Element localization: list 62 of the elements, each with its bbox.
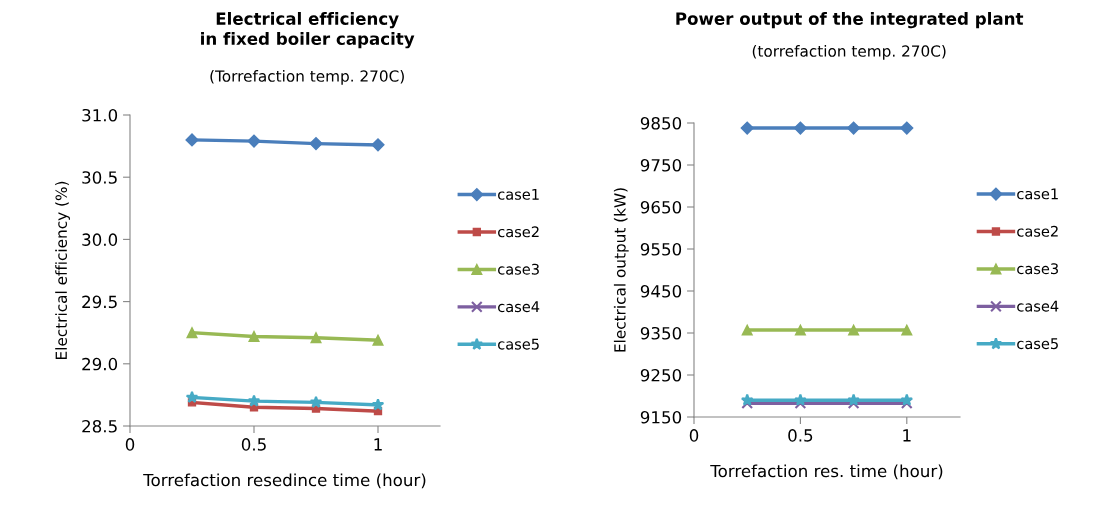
y-tick-label: 9550 [640,242,682,256]
legend-label: case1 [1017,188,1058,200]
x-axis-title: Torrefaction res. time (hour) [710,464,943,480]
point [793,121,807,135]
point [185,390,199,403]
point [740,393,754,406]
y-tick-label: 29.0 [82,357,118,371]
point [309,395,323,408]
point [794,324,806,336]
chart-subtitle: (Torrefaction temp. 270C) [210,70,404,85]
point [900,393,914,406]
point [186,327,198,339]
legend-label: case2 [1017,225,1058,237]
x-tick-label: 1 [903,429,911,442]
x-tick-label: 0 [125,438,135,451]
x-tick-label: 0.5 [241,438,266,451]
point [740,121,754,135]
legend-label: case3 [498,263,539,275]
point [247,394,261,407]
legend-label: case1 [498,189,539,200]
y-tick-label: 9450 [640,284,682,298]
point [372,334,384,346]
y-axis-title: Electrical efficiency (%) [55,181,70,359]
x-tick-label: 0.5 [788,429,813,442]
legend-label: case5 [1017,338,1058,350]
point [901,324,913,336]
y-tick-label: 9250 [640,368,682,382]
y-tick-label: 9150 [640,410,682,424]
point [794,393,807,406]
y-tick-label: 9650 [640,200,682,214]
y-tick-label: 9750 [640,158,682,172]
point [247,134,261,148]
legend-label: case3 [1017,263,1058,275]
point [309,137,323,151]
point [310,332,322,344]
point [371,398,385,411]
chart-title: Electrical efficiency in fixed boiler capacity [201,12,415,49]
point [848,324,860,336]
chart-title: Power output of the integrated plant [676,12,1024,29]
legend-label: case5 [498,338,539,350]
point [371,138,385,152]
legend-label: case2 [498,226,539,238]
legend-label: case4 [1017,300,1059,312]
point [900,121,914,135]
point [847,121,861,135]
y-axis-title: Electrical output (kW) [613,188,629,352]
legend-label: case4 [498,301,540,313]
y-tick-label: 9850 [640,116,682,130]
point [185,133,199,147]
point [741,324,753,336]
x-tick-label: 0 [689,429,699,442]
x-axis-title: Torrefaction resedince time (hour) [143,473,426,489]
chart-subtitle: (torrefaction temp. 270C) [752,45,946,60]
point [248,330,260,342]
y-tick-label: 29.5 [82,295,117,309]
y-tick-label: 30.5 [82,171,117,184]
y-tick-label: 31.0 [82,108,118,122]
y-tick-label: 9350 [640,326,682,340]
x-tick-label: 1 [374,438,382,451]
point [847,393,860,406]
y-tick-label: 30.0 [82,233,118,246]
y-tick-label: 28.5 [82,419,117,433]
